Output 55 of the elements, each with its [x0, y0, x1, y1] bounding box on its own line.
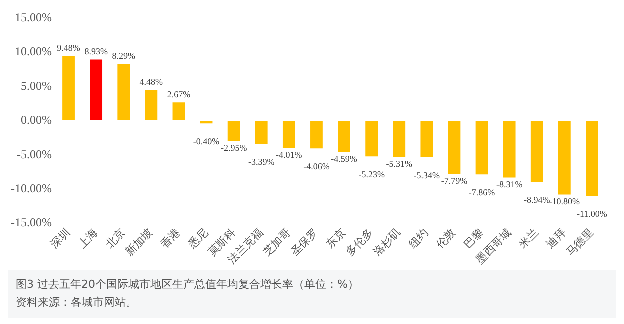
- x-tick-label: 新加坡: [123, 226, 156, 259]
- bar: [338, 121, 350, 152]
- bar: [558, 121, 571, 195]
- bar: [448, 121, 461, 174]
- data-label: -7.86%: [468, 188, 496, 198]
- data-label: 8.29%: [112, 50, 136, 61]
- data-label: 2.67%: [167, 89, 192, 100]
- y-tick-label: 15.00%: [14, 10, 52, 24]
- bar: [282, 121, 296, 148]
- bar: [310, 121, 323, 149]
- bar: [420, 121, 434, 158]
- data-label: -5.31%: [386, 159, 413, 170]
- data-label: 4.48%: [140, 77, 164, 88]
- data-label: -10.80%: [549, 196, 581, 207]
- text: 资料来源：各城市网站。: [16, 295, 138, 311]
- y-tick-label: -5.00%: [16, 147, 52, 162]
- x-tick-label: 米兰: [516, 226, 542, 251]
- bar: [530, 121, 544, 182]
- data-label: -5.23%: [358, 170, 386, 180]
- data-label: -8.31%: [496, 180, 524, 190]
- bar: [228, 121, 240, 142]
- bar: [476, 121, 488, 175]
- data-label: 9.48%: [57, 42, 81, 53]
- x-tick-label: 纽约: [406, 226, 432, 251]
- bar: [255, 121, 268, 144]
- bar: [366, 121, 378, 157]
- data-label: -4.59%: [331, 154, 358, 164]
- x-tick-label: 香港: [158, 226, 184, 251]
- bar: [62, 56, 75, 120]
- x-tick-label: 洛杉矶: [370, 226, 404, 259]
- bar: [90, 60, 103, 120]
- caption: 图3 过去五年20个国际城市地区生产总值年均复合增长率（单位：%）: [16, 277, 360, 293]
- y-tick-label: -10.00%: [10, 181, 52, 196]
- data-label: -4.01%: [276, 150, 303, 160]
- bar: [393, 121, 406, 158]
- data-label: -3.39%: [248, 156, 276, 167]
- data-label: -2.95%: [220, 142, 248, 153]
- x-tick-label: 伦敦: [434, 226, 459, 251]
- x-tick-label: 东京: [324, 226, 348, 251]
- data-label: -7.79%: [441, 176, 468, 186]
- y-tick-label: 0.00%: [20, 113, 52, 128]
- data-label: -4.06%: [304, 162, 330, 172]
- bar: [118, 64, 130, 120]
- y-tick-label: 5.00%: [20, 78, 52, 93]
- data-label: -0.40%: [193, 136, 220, 146]
- bar: [172, 102, 186, 120]
- y-tick-label: 10.00%: [14, 44, 52, 59]
- data-label: -5.34%: [414, 170, 441, 180]
- x-tick-label: 上海: [76, 226, 100, 251]
- bar: [145, 90, 158, 120]
- bar: [503, 121, 516, 178]
- bar: [586, 121, 598, 196]
- data-label: -11.00%: [577, 209, 608, 220]
- data-label: -8.94%: [524, 194, 551, 205]
- data-label: 8.93%: [84, 46, 108, 57]
